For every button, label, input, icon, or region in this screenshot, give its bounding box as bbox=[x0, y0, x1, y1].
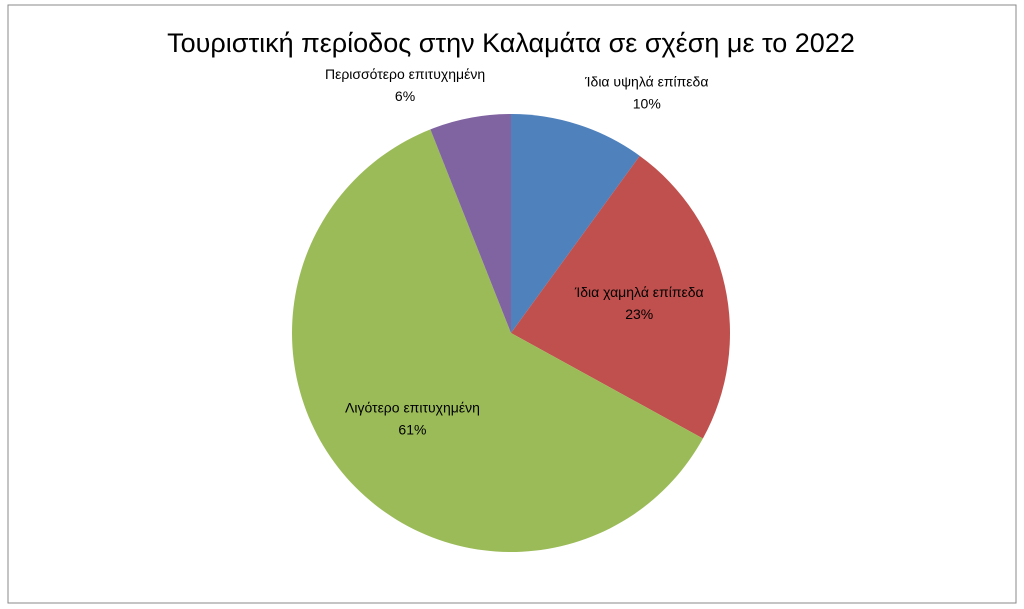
slice-label: Περισσότερο επιτυχημένη bbox=[325, 66, 485, 82]
slice-value-label: 6% bbox=[395, 88, 415, 104]
slice-label: Λιγότερο επιτυχημένη bbox=[345, 400, 480, 416]
slice-value-label: 23% bbox=[625, 306, 653, 322]
pie-slice bbox=[511, 155, 730, 439]
slice-value-label: 61% bbox=[398, 422, 426, 438]
pie-slice bbox=[511, 114, 640, 333]
pie-slice bbox=[430, 114, 511, 333]
chart-title: Τουριστική περίοδος στην Καλαμάτα σε σχέ… bbox=[167, 28, 855, 58]
pie-slice bbox=[291, 129, 703, 553]
slice-value-label: 10% bbox=[633, 95, 661, 111]
slice-label: Ίδια υψηλά επίπεδα bbox=[584, 73, 708, 89]
slice-label: Ίδια χαμηλά επίπεδα bbox=[574, 284, 704, 300]
